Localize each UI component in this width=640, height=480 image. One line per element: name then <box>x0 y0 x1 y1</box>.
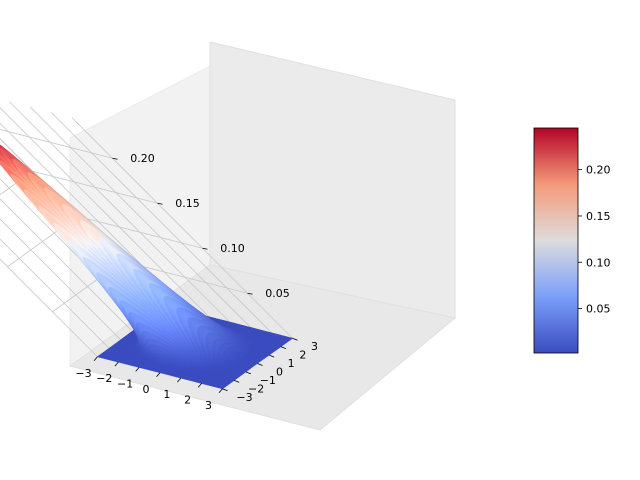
y-tick <box>245 371 251 375</box>
left-grid-line <box>0 218 122 341</box>
z-tick <box>202 247 208 250</box>
y-tick <box>257 363 263 366</box>
colorbar-tick-label: 0.15 <box>586 210 611 223</box>
z-tick-label: 0.05 <box>265 287 290 300</box>
back-grid-line <box>9 101 231 323</box>
colorbar-gradient <box>533 127 579 354</box>
surface <box>0 144 294 390</box>
x-tick-label: −3 <box>75 367 91 380</box>
x-tick <box>135 367 140 372</box>
x-tick-label: 1 <box>163 388 170 401</box>
z-tick <box>112 157 118 160</box>
y-tick-label: 0 <box>276 365 283 378</box>
y-tick-label: −2 <box>248 382 264 395</box>
x-tick <box>156 372 161 378</box>
x-tick-label: 2 <box>184 393 191 406</box>
y-tick-label: −3 <box>236 391 252 404</box>
colorbar-tick-label: 0.20 <box>586 164 611 177</box>
x-tick-label: 0 <box>142 383 149 396</box>
z-tick-label: 0.10 <box>220 242 245 255</box>
y-tick <box>222 388 228 392</box>
left-grid-line <box>0 238 110 349</box>
back-grid-line <box>32 170 158 204</box>
x-tick <box>218 388 223 394</box>
x-tick <box>197 383 202 388</box>
y-tick-label: −1 <box>260 374 276 387</box>
y-tick <box>280 346 286 350</box>
surface-patch <box>219 387 225 390</box>
y-tick-label: 1 <box>288 357 295 370</box>
left-grid-line <box>0 198 133 332</box>
x-tick <box>114 361 119 367</box>
y-tick <box>269 354 275 358</box>
back-grid-line <box>77 215 203 249</box>
y-tick-label: 2 <box>299 349 306 362</box>
y-tick <box>292 337 298 341</box>
back-grid-line <box>0 107 210 318</box>
x-tick-label: −2 <box>96 372 112 385</box>
back-grid-line <box>30 106 252 328</box>
z-tick <box>157 202 163 205</box>
colorbar-tick-label: 0.10 <box>586 256 611 269</box>
y-tick <box>234 379 240 383</box>
back-grid-line <box>50 112 272 334</box>
back-grid-line <box>0 129 113 159</box>
back-grid-line <box>71 117 293 339</box>
surface-patch <box>0 144 2 147</box>
x-tick-label: −1 <box>117 377 133 390</box>
z-tick <box>247 292 253 295</box>
x-tick-label: 3 <box>205 399 212 412</box>
x-tick <box>93 356 98 362</box>
y-tick-label: 3 <box>311 340 318 353</box>
colorbar-tick-label: 0.05 <box>586 303 611 316</box>
z-tick-label: 0.20 <box>130 152 155 165</box>
x-tick <box>177 377 182 383</box>
z-tick-label: 0.15 <box>175 197 200 210</box>
colorbar: 0.05 0.10 0.15 0.20 <box>533 127 611 354</box>
left-grid-line <box>0 258 98 358</box>
colorbar-ticks: 0.05 0.10 0.15 0.20 <box>578 164 611 316</box>
